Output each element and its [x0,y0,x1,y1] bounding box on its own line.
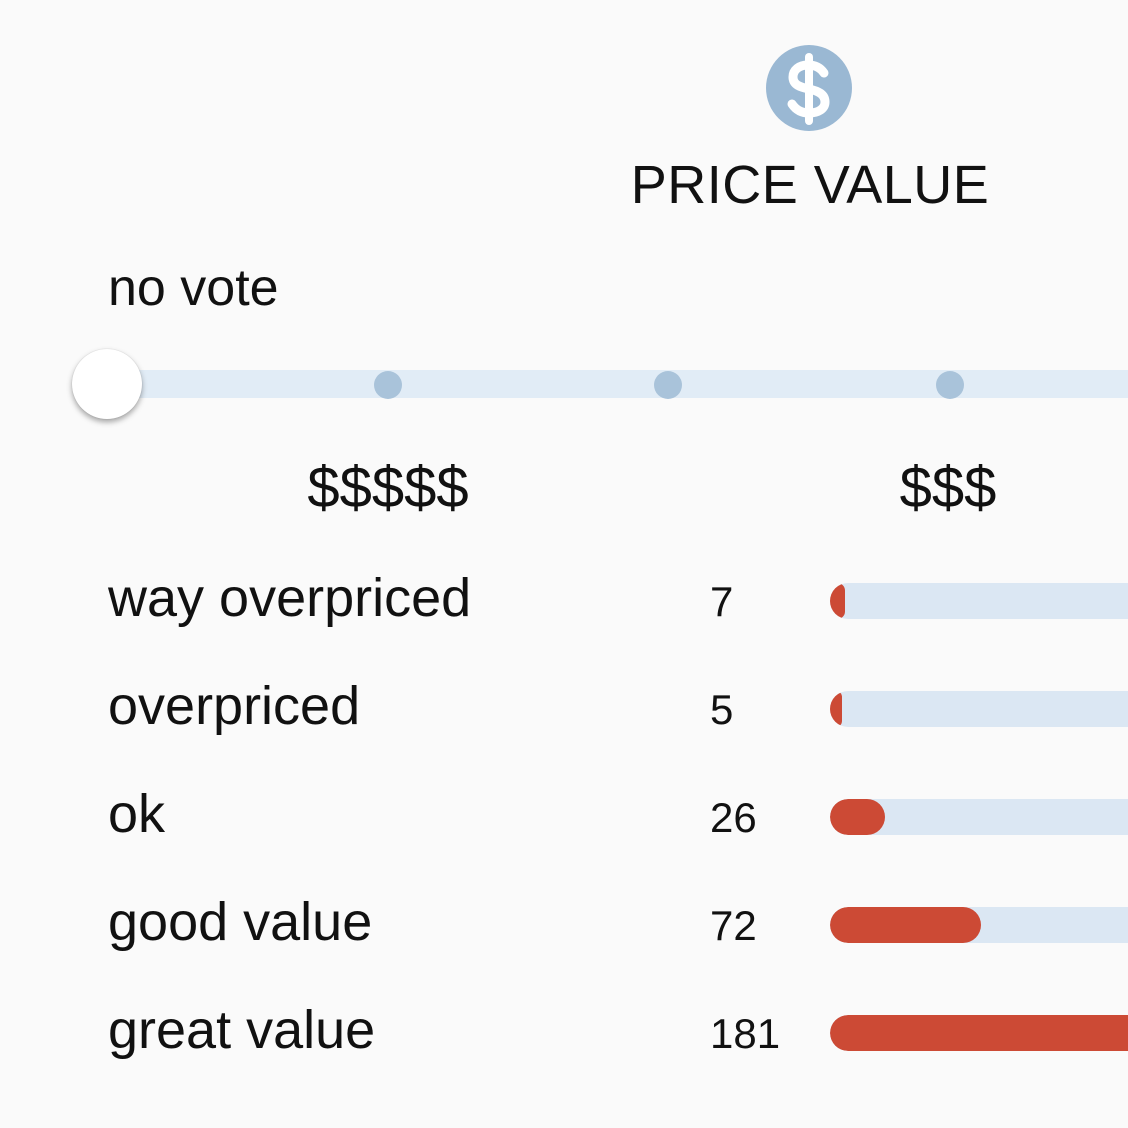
rating-row: good value 72 [0,890,1128,998]
section-title: PRICE VALUE [630,155,990,215]
rating-bar [830,799,1128,835]
rating-bar [830,691,1128,727]
slider-thumb[interactable] [72,349,142,419]
rating-row: ok 26 [0,782,1128,890]
rating-label: good value [108,892,373,952]
rating-bar-fill [830,907,982,943]
rating-bar [830,907,1128,943]
rating-bar [830,1015,1128,1051]
rating-bar [830,583,1128,619]
slider-stop[interactable] [654,371,682,399]
scale-label-mid-price: $$$ [899,455,997,520]
dollar-circle-icon [766,45,852,131]
rating-bar-fill [830,1015,1128,1051]
rating-row: great value 181 [0,998,1128,1106]
rating-count: 72 [710,902,757,949]
rating-label: ok [108,784,166,844]
rating-bar-fill [830,799,885,835]
vote-status-label: no vote [108,259,279,317]
rating-row: way overpriced 7 [0,566,1128,674]
rating-count: 181 [710,1010,781,1057]
rating-label: great value [108,1000,376,1060]
rating-row: overpriced 5 [0,674,1128,782]
rating-label: way overpriced [108,568,472,628]
rating-bar-fill [830,583,845,619]
rating-count: 7 [710,578,734,625]
rating-bar-fill [830,691,842,727]
price-vote-slider-track[interactable] [108,370,1128,398]
scale-label-most-expensive: $$$$$ [307,455,469,520]
rating-count: 26 [710,794,757,841]
slider-stop[interactable] [936,371,964,399]
rating-count: 5 [710,686,734,733]
rating-label: overpriced [108,676,361,736]
slider-stop[interactable] [374,371,402,399]
